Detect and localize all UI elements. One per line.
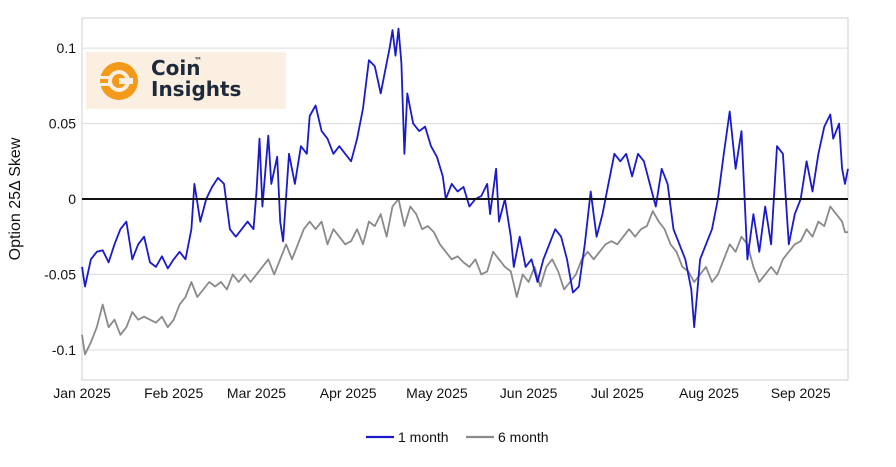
x-tick-label: Sep 2025 bbox=[771, 385, 831, 401]
y-tick-label: -0.05 bbox=[44, 266, 76, 282]
x-tick-label: May 2025 bbox=[406, 385, 468, 401]
x-tick-label: Jan 2025 bbox=[53, 385, 111, 401]
x-tick-label: Mar 2025 bbox=[227, 385, 286, 401]
legend-label: 1 month bbox=[398, 429, 449, 445]
logo-trademark: ™ bbox=[194, 56, 202, 65]
x-tick-label: Jul 2025 bbox=[591, 385, 644, 401]
series-line-1-month bbox=[81, 27, 849, 329]
coin-insights-logo: Coin ™ Insights bbox=[86, 52, 286, 109]
legend-label: 6 month bbox=[498, 429, 549, 445]
y-tick-label: 0 bbox=[68, 191, 76, 207]
y-axis-label: Option 25Δ Skew bbox=[7, 137, 24, 260]
y-axis-ticks: -0.1 -0.05 0 0.05 0.1 bbox=[44, 40, 76, 358]
legend: 1 month 6 month bbox=[366, 429, 549, 445]
x-tick-label: Jun 2025 bbox=[500, 385, 558, 401]
x-tick-label: Apr 2025 bbox=[320, 385, 377, 401]
y-tick-label: 0.05 bbox=[49, 116, 76, 132]
y-tick-label: 0.1 bbox=[57, 40, 77, 56]
coin-insights-logo-icon bbox=[100, 62, 138, 100]
series-layer bbox=[81, 27, 849, 356]
x-axis-ticks: Jan 2025 Feb 2025 Mar 2025 Apr 2025 May 2025… bbox=[53, 385, 831, 401]
x-tick-label: Aug 2025 bbox=[679, 385, 739, 401]
logo-text-insights: Insights bbox=[151, 77, 241, 101]
series-line-6-month bbox=[81, 198, 848, 356]
x-tick-label: Feb 2025 bbox=[144, 385, 203, 401]
grid-lines bbox=[81, 17, 849, 381]
logo-text-coin: Coin bbox=[151, 56, 201, 80]
y-tick-label: -0.1 bbox=[52, 342, 76, 358]
